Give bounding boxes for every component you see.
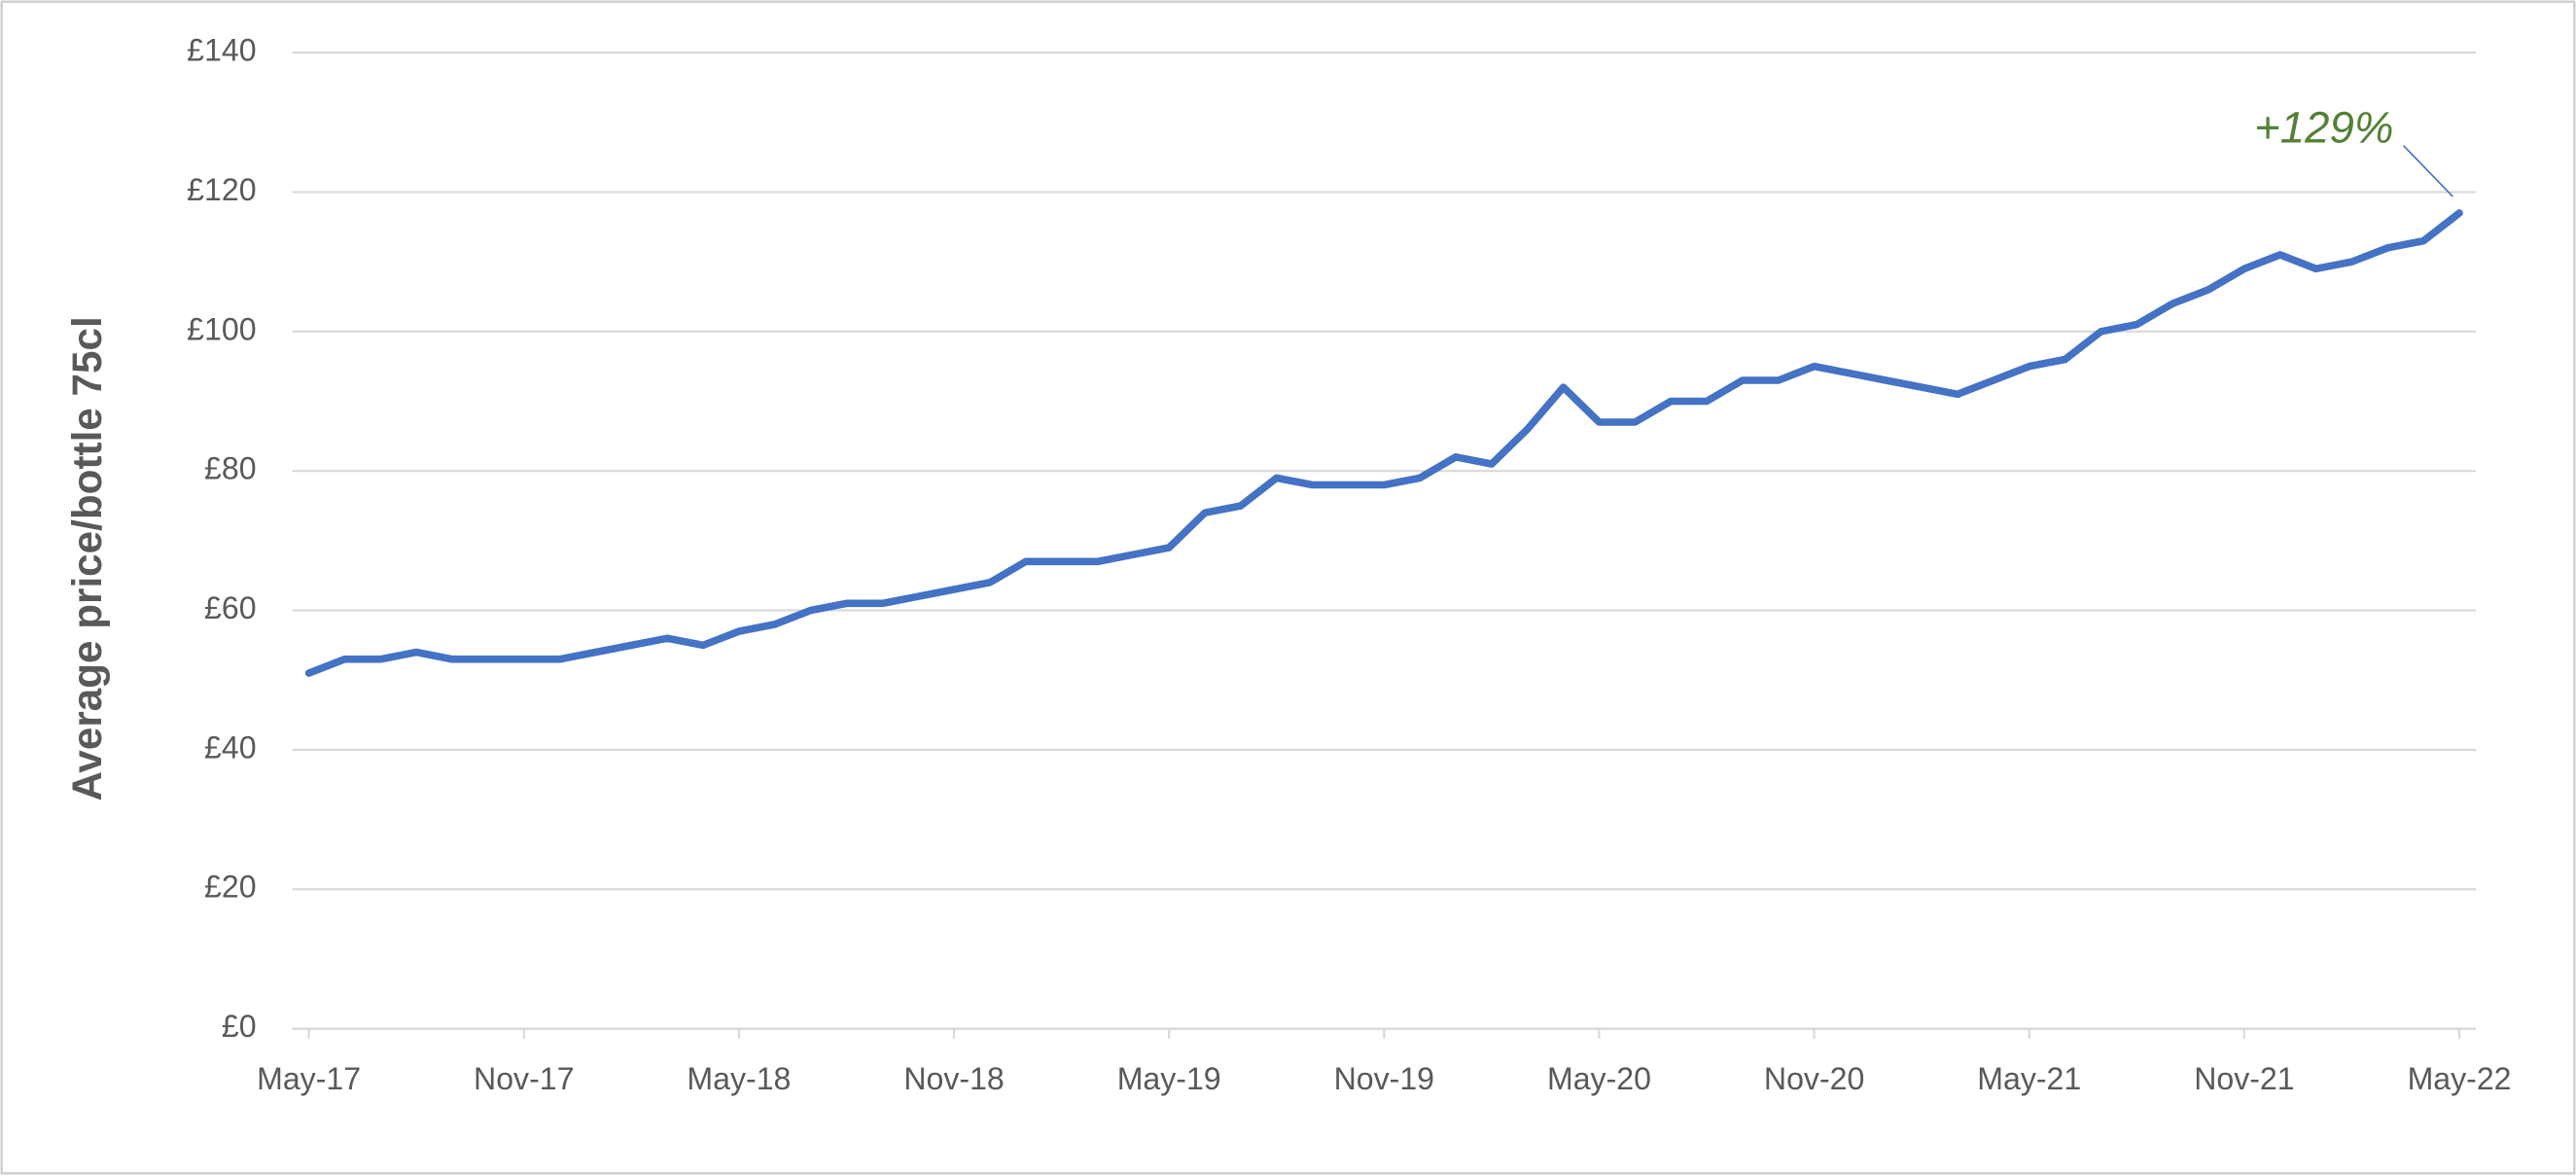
data-line [304, 209, 2463, 677]
annotation-leader [2403, 145, 2453, 197]
x-tick-label: May-22 [2408, 1061, 2512, 1096]
y-tick-label: £140 [187, 33, 256, 68]
annotation: +129% [2254, 103, 2393, 153]
y-tick-label: £80 [204, 451, 257, 486]
x-tick-label: May-19 [1117, 1061, 1221, 1096]
x-tick-label: Nov-17 [474, 1061, 574, 1096]
x-tick-label: May-21 [1977, 1061, 2081, 1096]
x-tick-label: Nov-20 [1764, 1061, 1864, 1096]
y-tick-label: £20 [204, 870, 257, 905]
x-tick-label: Nov-18 [903, 1061, 1004, 1096]
y-tick-label: £0 [222, 1009, 257, 1044]
y-tick-label: £60 [204, 590, 257, 625]
x-tick-label: Nov-21 [2194, 1061, 2294, 1096]
x-tick-label: Nov-19 [1334, 1061, 1434, 1096]
y-tick-label: £40 [204, 730, 257, 765]
y-tick-label: £100 [187, 311, 256, 346]
x-tick-label: May-20 [1547, 1061, 1651, 1096]
y-axis-label: Average price/bottle 75cl [64, 316, 110, 801]
x-tick-label: May-18 [687, 1061, 791, 1096]
y-tick-label: £120 [187, 172, 256, 207]
x-tick-label: May-17 [257, 1061, 361, 1096]
